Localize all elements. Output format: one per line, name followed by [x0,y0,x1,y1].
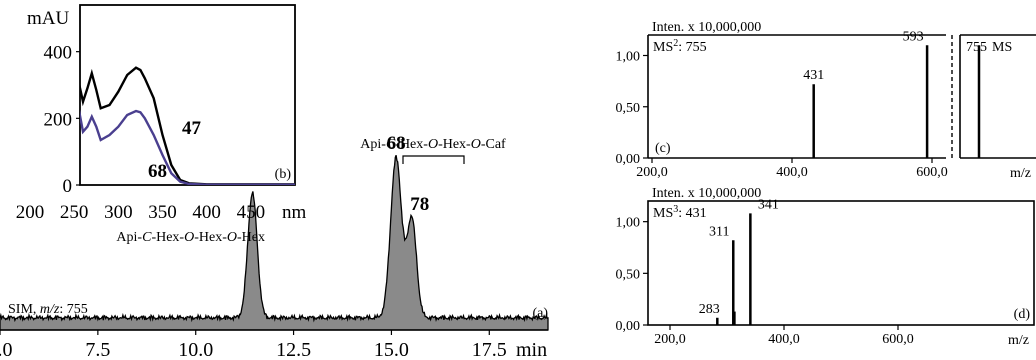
sim-trace-label: SIM, m/z: 755 [8,302,88,317]
ms-x-tick-label: 400,0 [776,165,808,180]
panel-c-label: (c) [655,141,671,156]
ms2-spectrum-panel: Inten. x 10,000,000 MS2: 755 755 MS (c) m… [616,20,1036,181]
chromatogram-x-tick-label: 12.5 [276,339,311,360]
chromatogram-x-tick-label: 7.5 [85,339,110,360]
chromatogram-x-tick-label: 5.0 [0,339,13,360]
ms-peak-label: 593 [903,29,924,44]
uv-x-tick-label: 250 [60,202,89,223]
ms2-axis-ticks: 0,00 0,50 1,00 200,0 400,0 600,0 [616,50,948,181]
annotation-hex: Api-C-Hex-O-Hex-O-Hex [116,230,265,245]
chromatogram-x-tick-label: 15.0 [374,339,409,360]
uv-series-47-label: 47 [182,118,202,139]
ms2-peaks: 431 593 [803,29,981,158]
ms-peak-label: 431 [803,68,824,83]
chromatogram-x-ticks: 5.0 7.5 10.0 12.5 15.0 17.5 [0,330,507,360]
ms-y-tick-label: 0,50 [616,101,641,116]
uv-x-tick-label: 350 [148,202,177,223]
panel-d-label: (d) [1014,307,1031,322]
uv-x-tick-label: 450 [237,202,266,223]
ms2-intensity-scale: Inten. x 10,000,000 [652,20,761,35]
ms-y-tick-label: 0,00 [616,152,641,167]
chromatogram-trace [0,154,549,331]
ms-x-tick-label: 400,0 [768,332,800,347]
uv-series-68-line [80,109,295,185]
uv-x-tick-label: 300 [104,202,133,223]
ms3-peaks: 283 311 341 [699,197,779,325]
chromatogram-x-unit: min [516,339,547,360]
uv-spectrum-series [80,66,295,185]
ms3-x-unit: m/z [1008,333,1029,348]
annotation-caf: Api-C-Hex-O-Hex-O-Caf [360,137,506,152]
uv-x-unit: nm [282,202,307,223]
uv-y-tick-label: 400 [44,43,73,64]
uv-x-tick-label: 400 [192,202,221,223]
ms2-x-unit: m/z [1010,166,1031,181]
ms2-precursor-label: MS2: 755 [653,38,707,55]
uv-x-tick-label: 200 [16,202,45,223]
uv-y-tick-label: 200 [44,109,73,130]
ms2-inset-label: 755 MS [966,40,1012,55]
uv-series-47-line [80,66,295,185]
ms-y-tick-label: 1,00 [616,216,641,231]
ms-peak-label: 311 [709,224,729,239]
chromatogram-x-tick-label: 10.0 [178,339,213,360]
ms3-precursor-label: MS3: 431 [653,204,707,221]
ms3-axis-ticks: 0,00 0,50 1,00 200,0 400,0 600,0 [616,216,914,347]
uv-series-68-label: 68 [148,161,167,182]
ms3-intensity-scale: Inten. x 10,000,000 [652,186,761,201]
ms3-spectrum-panel: Inten. x 10,000,000 MS3: 431 (d) m/z 0,0… [616,186,1035,348]
ms-x-tick-label: 600,0 [882,332,914,347]
ms-x-tick-label: 600,0 [916,165,948,180]
chromatogram-x-tick-label: 17.5 [472,339,507,360]
uv-spectrum-ticks: 200 250 300 350 400 450 0 200 400 [16,43,265,223]
uv-spectrum-frame [79,4,296,186]
uv-y-unit: mAU [27,8,70,29]
annotation-bracket [402,155,465,164]
peak-label-78: 78 [410,194,429,215]
panel-a-label: (a) [532,306,548,321]
ms-peak-label: 283 [699,302,720,317]
uv-y-tick-label: 0 [63,176,73,197]
ms-y-tick-label: 1,00 [616,50,641,65]
ms-y-tick-label: 0,00 [616,319,641,334]
ms-x-tick-label: 200,0 [636,165,668,180]
ms-y-tick-label: 0,50 [616,267,641,282]
chromatogram-panel: 5.0 7.5 10.0 12.5 15.0 17.5 min SIM, m/z: 755… [0,133,549,360]
ms-x-tick-label: 200,0 [654,332,686,347]
peak-label-68: 68 [387,133,406,154]
ms3-frame [647,200,1035,326]
panel-b-label: (b) [275,167,292,182]
ms-peak-label: 341 [758,197,779,212]
